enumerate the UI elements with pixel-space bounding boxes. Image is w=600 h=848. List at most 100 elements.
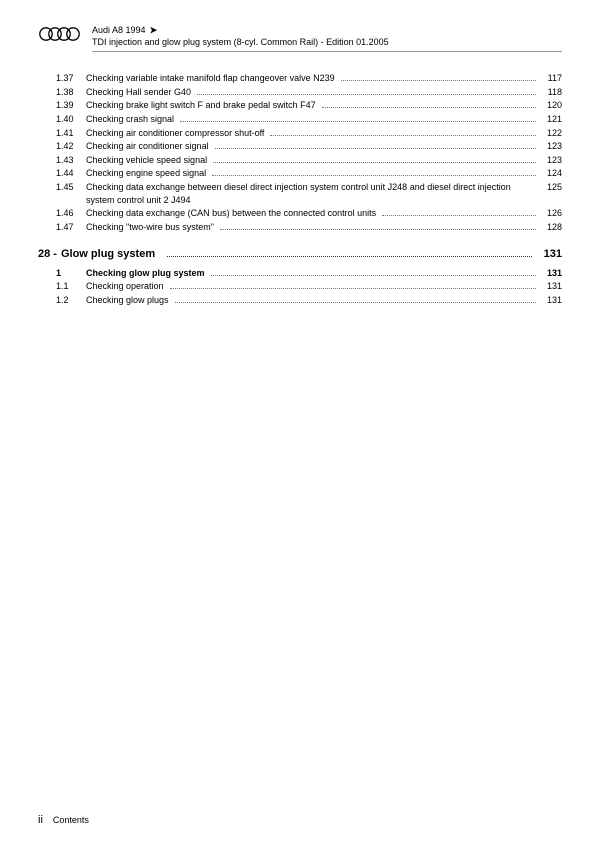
toc-entry: 1.39Checking brake light switch F and br… — [38, 99, 562, 112]
leader-dots — [322, 101, 536, 108]
toc-entry-page: 131 — [540, 280, 562, 293]
toc-entry-body: Checking variable intake manifold flap c… — [86, 72, 562, 85]
page: Audi A8 1994 ➤ TDI injection and glow pl… — [0, 0, 600, 848]
chapter-title: Glow plug system — [61, 247, 161, 262]
toc-entry-page: 120 — [540, 99, 562, 112]
toc-group-continued: 1.37Checking variable intake manifold fl… — [38, 72, 562, 233]
toc-entry: 1.46Checking data exchange (CAN bus) bet… — [38, 207, 562, 220]
toc-entry-number: 1.37 — [38, 72, 86, 85]
toc-entry-page: 121 — [540, 113, 562, 126]
toc-entry: 1.47Checking "two-wire bus system" 128 — [38, 221, 562, 234]
toc-entry-body: Checking operation 131 — [86, 280, 562, 293]
header-title-row: Audi A8 1994 ➤ — [92, 24, 562, 36]
page-footer: ii Contents — [38, 814, 89, 826]
toc-entry-body: Checking "two-wire bus system" 128 — [86, 221, 562, 234]
toc-entry-label: Checking data exchange between diesel di… — [86, 181, 530, 206]
toc-entry-label: Checking variable intake manifold flap c… — [86, 72, 335, 85]
toc-entry-body: Checking Hall sender G40 118 — [86, 86, 562, 99]
toc-group-chapter-28: 1Checking glow plug system1311.1Checking… — [38, 267, 562, 307]
leader-dots — [341, 74, 536, 81]
toc-entry-number: 1 — [38, 267, 86, 280]
toc-entry-label: Checking operation — [86, 280, 164, 293]
toc-entry-number: 1.43 — [38, 154, 86, 167]
toc-entry-label: Checking air conditioner compressor shut… — [86, 127, 264, 140]
toc-entry-body: Checking crash signal 121 — [86, 113, 562, 126]
toc-entry-label: Checking glow plugs — [86, 294, 169, 307]
toc-entry: 1.44Checking engine speed signal 124 — [38, 167, 562, 180]
toc-entry-page: 131 — [540, 267, 562, 280]
toc-entry: 1.43Checking vehicle speed signal 123 — [38, 154, 562, 167]
toc-entry-label: Checking "two-wire bus system" — [86, 221, 214, 234]
leader-dots — [213, 156, 536, 163]
toc-entry-number: 1.40 — [38, 113, 86, 126]
toc-entry-number: 1.1 — [38, 280, 86, 293]
document-model: Audi A8 1994 — [92, 24, 146, 36]
toc-entry-body: Checking brake light switch F and brake … — [86, 99, 562, 112]
toc-entry-number: 1.41 — [38, 127, 86, 140]
leader-dots — [197, 88, 536, 95]
toc-entry-label: Checking brake light switch F and brake … — [86, 99, 316, 112]
page-number: ii — [38, 814, 43, 826]
toc-entry-body: Checking glow plugs 131 — [86, 294, 562, 307]
toc-entry-label: Checking vehicle speed signal — [86, 154, 207, 167]
toc-entry-number: 1.39 — [38, 99, 86, 112]
toc-entry-page: 117 — [540, 72, 562, 85]
toc-entry-number: 1.38 — [38, 86, 86, 99]
toc-entry-page: 123 — [540, 140, 562, 153]
toc-entry-page: 126 — [540, 207, 562, 220]
toc-entry-page: 128 — [540, 221, 562, 234]
toc-entry: 1.38Checking Hall sender G40 118 — [38, 86, 562, 99]
toc-entry-page: 124 — [540, 167, 562, 180]
toc-entry-label: Checking engine speed signal — [86, 167, 206, 180]
leader-dots — [211, 269, 536, 276]
toc-entry-number: 1.46 — [38, 207, 86, 220]
toc-entry-label: Checking Hall sender G40 — [86, 86, 191, 99]
leader-dots — [212, 169, 536, 176]
toc-entry-label: Checking crash signal — [86, 113, 174, 126]
toc-entry: 1.37Checking variable intake manifold fl… — [38, 72, 562, 85]
toc-entry-page: 123 — [540, 154, 562, 167]
leader-dots — [220, 223, 536, 230]
toc-entry: 1.40Checking crash signal 121 — [38, 113, 562, 126]
toc-entry-page: 122 — [540, 127, 562, 140]
toc-entry: 1.42Checking air conditioner signal 123 — [38, 140, 562, 153]
toc-entry: 1.2Checking glow plugs 131 — [38, 294, 562, 307]
toc-entry-body: Checking air conditioner compressor shut… — [86, 127, 562, 140]
toc-entry-number: 1.47 — [38, 221, 86, 234]
leader-dots — [215, 142, 536, 149]
chapter-number: 28 - — [38, 247, 61, 262]
leader-dots — [382, 209, 536, 216]
toc-entry-body: Checking vehicle speed signal 123 — [86, 154, 562, 167]
toc-entry-body: Checking air conditioner signal 123 — [86, 140, 562, 153]
toc-entry: 1Checking glow plug system 131 — [38, 267, 562, 280]
toc-entry-body: Checking data exchange between diesel di… — [86, 181, 562, 206]
toc-chapter-row: 28 - Glow plug system 131 — [38, 247, 562, 262]
audi-logo-icon — [38, 26, 82, 42]
document-header: Audi A8 1994 ➤ TDI injection and glow pl… — [38, 24, 562, 52]
toc-entry-number: 1.45 — [38, 181, 86, 194]
toc-entry-number: 1.42 — [38, 140, 86, 153]
table-of-contents: 1.37Checking variable intake manifold fl… — [38, 72, 562, 306]
header-text: Audi A8 1994 ➤ TDI injection and glow pl… — [92, 24, 562, 52]
toc-entry-label: Checking air conditioner signal — [86, 140, 209, 153]
footer-label: Contents — [53, 815, 89, 825]
toc-entry-number: 1.2 — [38, 294, 86, 307]
leader-dots — [170, 282, 536, 289]
toc-entry-page: 131 — [540, 294, 562, 307]
toc-entry-label: Checking glow plug system — [86, 267, 205, 280]
toc-entry-label: Checking data exchange (CAN bus) between… — [86, 207, 376, 220]
leader-dots — [175, 296, 536, 303]
toc-entry-number: 1.44 — [38, 167, 86, 180]
toc-entry-body: Checking engine speed signal 124 — [86, 167, 562, 180]
toc-entry: 1.45Checking data exchange between diese… — [38, 181, 562, 206]
document-subtitle: TDI injection and glow plug system (8-cy… — [92, 36, 562, 52]
arrow-icon: ➤ — [150, 24, 158, 36]
toc-entry-body: Checking glow plug system 131 — [86, 267, 562, 280]
leader-dots — [167, 249, 532, 258]
toc-entry: 1.1Checking operation 131 — [38, 280, 562, 293]
chapter-page: 131 — [536, 247, 562, 262]
toc-entry-body: Checking data exchange (CAN bus) between… — [86, 207, 562, 220]
toc-entry: 1.41Checking air conditioner compressor … — [38, 127, 562, 140]
toc-entry-page: 125 — [540, 181, 562, 194]
toc-entry-page: 118 — [540, 86, 562, 99]
